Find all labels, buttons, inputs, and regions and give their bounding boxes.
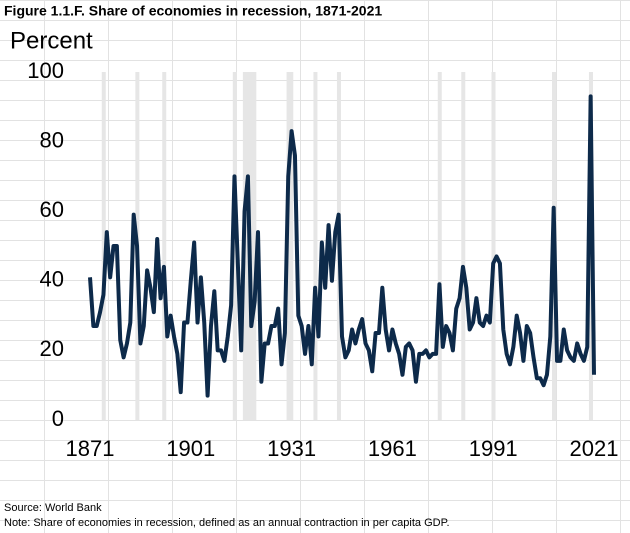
y-axis-label: Percent [10, 27, 93, 54]
chart-title: Figure 1.1.F. Share of economies in rece… [4, 3, 382, 19]
y-tick-label: 100 [27, 58, 64, 83]
note: Note: Share of economies in recession, d… [4, 517, 450, 529]
x-tick-label: 2021 [570, 436, 619, 461]
x-tick-label: 1901 [166, 436, 215, 461]
recession-band [232, 72, 237, 420]
recession-band [491, 72, 496, 420]
recession-band [437, 72, 442, 420]
x-tick-label: 1931 [267, 436, 316, 461]
recession-band [162, 72, 167, 420]
recession-band [101, 72, 106, 420]
y-tick-label: 80 [40, 127, 64, 152]
data-line [88, 94, 596, 398]
y-tick-label: 60 [40, 197, 64, 222]
y-tick-label: 0 [52, 406, 64, 431]
recession-band [461, 72, 466, 420]
x-tick-label: 1871 [66, 436, 115, 461]
y-tick-label: 40 [40, 267, 64, 292]
y-tick-label: 20 [40, 336, 64, 361]
recession-band [286, 72, 294, 420]
x-tick-label: 1991 [469, 436, 518, 461]
source: Source: World Bank [4, 502, 102, 514]
x-tick-label: 1961 [368, 436, 417, 461]
recession-band [313, 72, 318, 420]
